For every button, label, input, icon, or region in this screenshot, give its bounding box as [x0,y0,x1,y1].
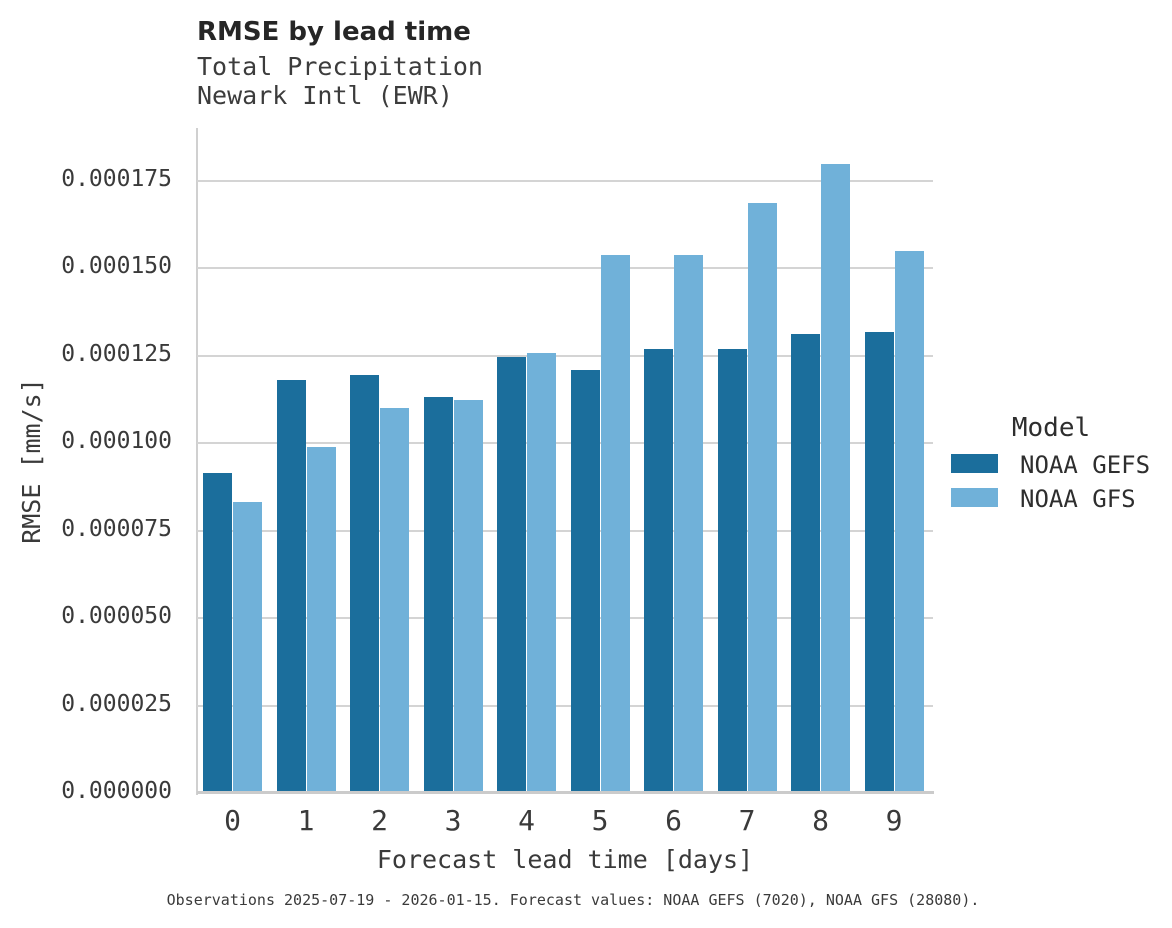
bar-noaa-gfs-lead-9 [894,251,924,793]
gridline [197,617,933,619]
x-axis-title: Forecast lead time [days] [376,845,754,874]
bar-noaa-gfs-lead-4 [527,353,556,793]
bar-noaa-gefs-lead-2 [350,375,379,793]
bar-noaa-gfs-lead-7 [747,203,777,793]
legend-label-noaa-gefs: NOAA GEFS [1020,451,1151,479]
legend-swatch-noaa-gefs [951,454,998,473]
bar-noaa-gfs-lead-1 [306,447,336,793]
legend-swatch-noaa-gfs [951,488,998,507]
x-tick-label: 8 [812,804,829,837]
x-tick-label: 3 [444,804,462,837]
bar-noaa-gfs-lead-6 [674,255,703,793]
y-axis-spine [196,128,198,795]
bar-noaa-gefs-lead-1 [276,380,306,793]
x-tick-label: 2 [371,804,388,837]
bar-noaa-gefs-lead-4 [497,357,526,793]
bar-noaa-gfs-lead-2 [380,408,409,793]
bar-noaa-gfs-lead-0 [233,502,262,793]
legend-label-noaa-gfs: NOAA GFS [1020,485,1136,513]
y-tick-label: 0.000050 [61,603,172,629]
legend-title: Model [1011,413,1091,443]
bar-noaa-gefs-lead-5 [570,370,600,793]
y-tick-label: 0.000075 [61,515,172,542]
bar-noaa-gefs-lead-7 [717,349,747,793]
y-tick-label: 0.000100 [61,428,172,454]
gridline [197,704,933,707]
figure-caption: Observations 2025-07-19 - 2026-01-15. Fo… [166,891,980,909]
x-tick-label: 1 [297,804,315,837]
x-tick-label: 4 [518,804,535,837]
plot-area [197,128,933,793]
gridline [197,529,933,532]
bar-noaa-gefs-lead-0 [203,473,232,793]
x-tick-label: 6 [665,804,682,837]
bar-noaa-gefs-lead-9 [864,332,894,793]
bar-noaa-gfs-lead-5 [600,255,630,793]
x-tick-label: 5 [591,804,609,837]
x-tick-label: 0 [224,804,241,837]
chart-subtitle-variable: Total Precipitation [197,52,483,81]
gridline [197,179,933,182]
x-tick-label: 7 [738,804,756,837]
bar-noaa-gfs-lead-8 [821,164,850,793]
y-tick-label: 0.000175 [61,165,172,192]
y-tick-label: 0.000000 [61,778,172,804]
x-tick-label: 9 [885,804,903,837]
gridline [197,267,933,269]
chart-subtitle-station: Newark Intl (EWR) [197,81,453,110]
y-tick-label: 0.000025 [61,690,172,717]
bar-noaa-gfs-lead-3 [453,400,483,793]
bar-noaa-gefs-lead-8 [791,334,820,793]
bar-noaa-gefs-lead-6 [644,349,673,793]
y-tick-label: 0.000150 [61,253,172,279]
chart-title: RMSE by lead time [197,17,471,47]
gridline [197,442,933,444]
y-tick-label: 0.000125 [61,340,172,367]
gridline [197,354,933,357]
x-axis-line [197,791,934,794]
bar-noaa-gefs-lead-3 [423,397,453,793]
